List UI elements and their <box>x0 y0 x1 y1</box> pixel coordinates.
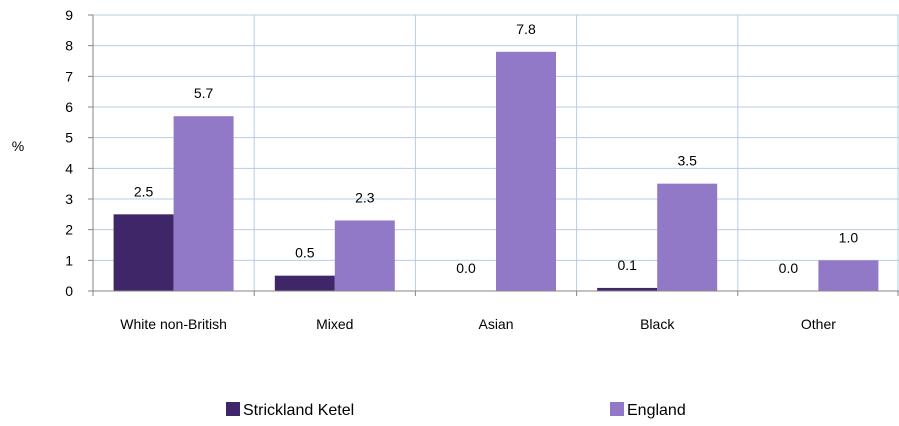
y-axis-label: % <box>12 138 24 154</box>
x-tick-label: Asian <box>478 316 513 332</box>
legend: Strickland Ketel England <box>226 402 686 419</box>
bar <box>657 183 718 291</box>
bar <box>334 220 395 291</box>
data-label: 1.0 <box>839 229 859 245</box>
data-label: 0.0 <box>779 260 799 276</box>
data-label: 0.5 <box>295 245 315 261</box>
x-tick-label: Mixed <box>316 316 353 332</box>
bar <box>173 116 234 291</box>
bar <box>113 214 174 291</box>
data-label: 5.7 <box>194 85 214 101</box>
legend-label: Strickland Ketel <box>243 402 354 419</box>
legend-swatch <box>610 402 624 416</box>
x-tick-label: White non-British <box>120 316 227 332</box>
axes: White non-British Mixed Asian Black Other 0 1 2… <box>65 7 899 332</box>
data-label: 3.5 <box>677 153 697 169</box>
data-label: 7.8 <box>516 21 536 37</box>
data-label: 0.0 <box>456 260 476 276</box>
bar <box>818 260 879 291</box>
data-labels: 2.5 5.7 0.5 2.3 0.0 7.8 0.1 3.5 0.0 1.0 <box>134 21 858 276</box>
y-tick-label: 9 <box>65 7 73 23</box>
y-tick-label: 3 <box>65 191 73 207</box>
y-tick-label: 2 <box>65 222 73 238</box>
legend-swatch <box>226 402 240 416</box>
y-tick-label: 6 <box>65 99 73 115</box>
y-tick-label: 4 <box>65 160 73 176</box>
y-tick-label: 0 <box>65 283 73 299</box>
y-tick-label: 7 <box>65 68 73 84</box>
data-label: 0.1 <box>617 257 637 273</box>
data-label: 2.5 <box>134 183 154 199</box>
x-tick-label: Black <box>640 316 675 332</box>
y-tick-label: 5 <box>65 130 73 146</box>
bar <box>274 275 335 291</box>
legend-label: England <box>627 402 686 419</box>
data-label: 2.3 <box>355 189 375 205</box>
bar <box>597 287 658 291</box>
bars <box>113 51 879 291</box>
y-tick-label: 1 <box>65 252 73 268</box>
bar <box>496 51 556 291</box>
x-tick-label: Other <box>801 316 836 332</box>
y-tick-label: 8 <box>65 38 73 54</box>
